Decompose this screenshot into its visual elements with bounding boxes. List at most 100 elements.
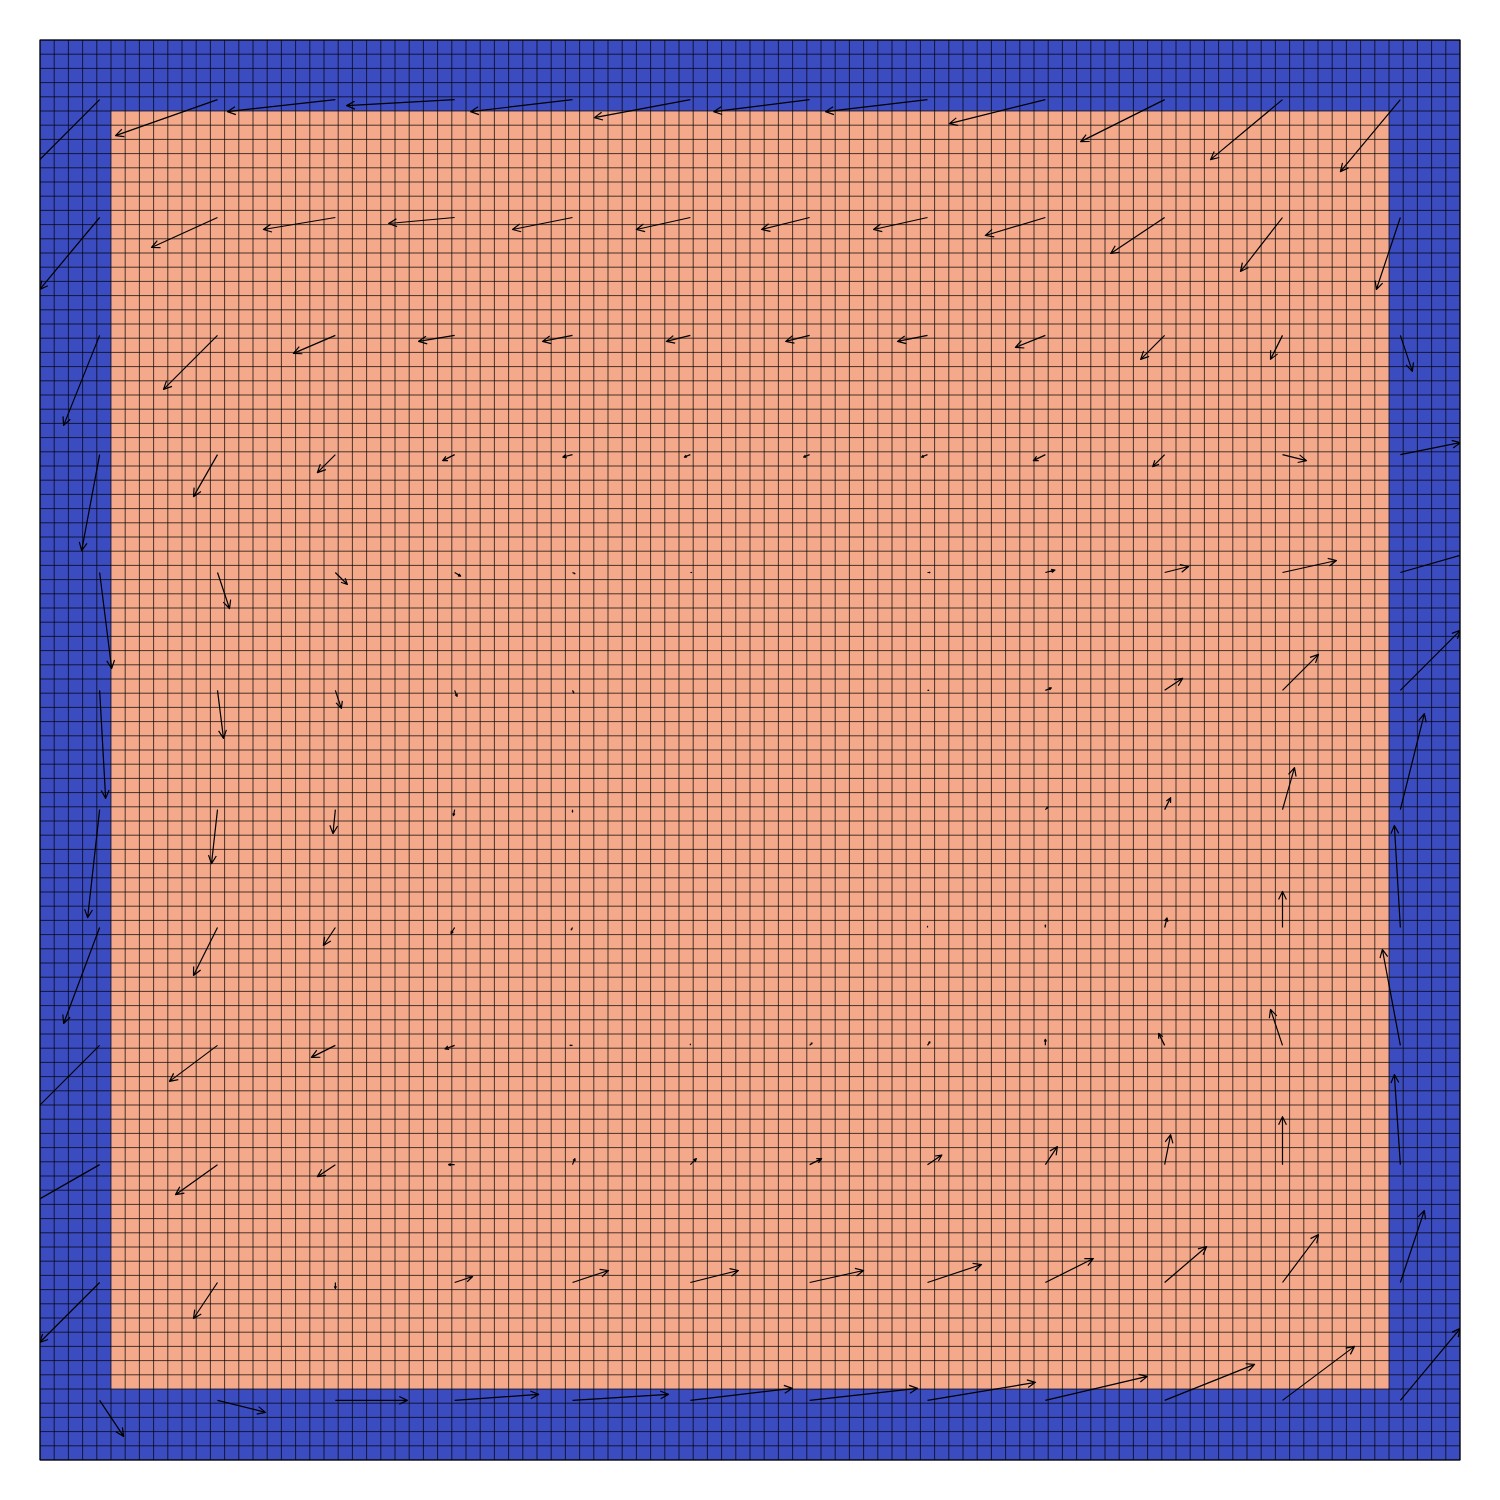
arrow — [335, 1396, 407, 1404]
field-cell — [1105, 1034, 1177, 1106]
field-cell — [750, 1176, 822, 1248]
field-cell — [111, 1176, 183, 1248]
arrow — [445, 1045, 455, 1049]
field-cell — [537, 1389, 609, 1460]
field-cell — [1034, 1389, 1106, 1460]
arrow — [1375, 218, 1400, 290]
arrow — [1279, 1117, 1287, 1165]
arrow — [471, 100, 573, 115]
field-cell — [324, 1176, 396, 1248]
arrow — [218, 1400, 266, 1414]
field-cell — [40, 608, 112, 680]
arrow — [1400, 335, 1413, 371]
field-cell — [679, 750, 751, 822]
field-cell — [1034, 1247, 1106, 1319]
arrow — [636, 218, 690, 232]
field-cell — [608, 253, 680, 325]
field-cell — [1318, 395, 1390, 467]
field-cell — [1034, 679, 1106, 751]
arrow — [513, 218, 573, 232]
field-cell — [111, 1034, 183, 1106]
arrow — [1165, 798, 1171, 810]
field-cell — [750, 253, 822, 325]
field-cell — [963, 750, 1035, 822]
field-cell — [1318, 111, 1390, 183]
field-cell — [395, 537, 467, 609]
field-cell — [1105, 40, 1177, 112]
field-cell — [466, 182, 538, 254]
field-cell — [182, 1389, 254, 1460]
field-cell — [821, 679, 893, 751]
field-cell — [324, 1247, 396, 1319]
arrow — [194, 928, 218, 976]
field-cell — [679, 324, 751, 396]
field-cell — [963, 821, 1035, 893]
field-cell — [324, 466, 396, 538]
field-cell — [821, 182, 893, 254]
arrow — [985, 218, 1045, 237]
field-cell — [892, 111, 964, 183]
field-cell — [679, 892, 751, 964]
field-cell — [1034, 111, 1106, 183]
field-cell — [111, 821, 183, 893]
arrow — [690, 1385, 792, 1400]
field-cell — [466, 750, 538, 822]
field-cell — [892, 1105, 964, 1177]
field-cell — [466, 395, 538, 467]
field-cell — [1247, 1318, 1319, 1390]
arrow — [455, 1391, 539, 1400]
arrow — [40, 1283, 100, 1343]
field-cell — [1176, 1034, 1248, 1106]
field-cell — [182, 1176, 254, 1248]
arrow — [40, 1165, 100, 1213]
field-cell — [821, 111, 893, 183]
arrow — [690, 1269, 738, 1283]
field-cell — [395, 892, 467, 964]
field-cell — [679, 40, 751, 112]
field-cell — [537, 182, 609, 254]
arrows — [40, 100, 1460, 1437]
arrow — [1391, 1075, 1400, 1165]
field-cell — [1318, 679, 1390, 751]
field-cell — [1318, 963, 1390, 1035]
field-cell — [537, 395, 609, 467]
field-cell — [40, 324, 112, 396]
arrow — [543, 335, 573, 343]
field-cell — [40, 963, 112, 1035]
field-cell — [1034, 395, 1106, 467]
field-cell — [963, 324, 1035, 396]
field-cell — [821, 1105, 893, 1177]
field-cell — [1176, 182, 1248, 254]
field-cell — [1176, 750, 1248, 822]
arrow — [1045, 1147, 1057, 1165]
field-cell — [679, 537, 751, 609]
field-cell — [892, 466, 964, 538]
field-cell — [1034, 40, 1106, 112]
arrow — [1283, 455, 1307, 463]
field-cell — [182, 40, 254, 112]
arrow — [1044, 1039, 1046, 1045]
arrow — [455, 690, 458, 696]
field-cell — [608, 395, 680, 467]
field-cell — [40, 395, 112, 467]
field-cell — [253, 395, 325, 467]
arrow — [453, 810, 455, 816]
field-cell — [466, 1105, 538, 1177]
field-cell — [892, 1389, 964, 1460]
field-cell — [608, 1176, 680, 1248]
field-cell — [324, 679, 396, 751]
arrow — [1033, 455, 1045, 461]
field-cell — [111, 466, 183, 538]
field-cell — [537, 1105, 609, 1177]
field-cell — [324, 1318, 396, 1390]
field-cell — [253, 466, 325, 538]
field-cell — [821, 253, 893, 325]
arrow — [170, 1045, 218, 1081]
arrow — [1211, 100, 1283, 160]
field-cell — [395, 679, 467, 751]
field-cell — [1034, 466, 1106, 538]
field-cell — [963, 1034, 1035, 1106]
field-cell — [750, 111, 822, 183]
field-cell — [40, 1389, 112, 1460]
field-cell — [111, 750, 183, 822]
